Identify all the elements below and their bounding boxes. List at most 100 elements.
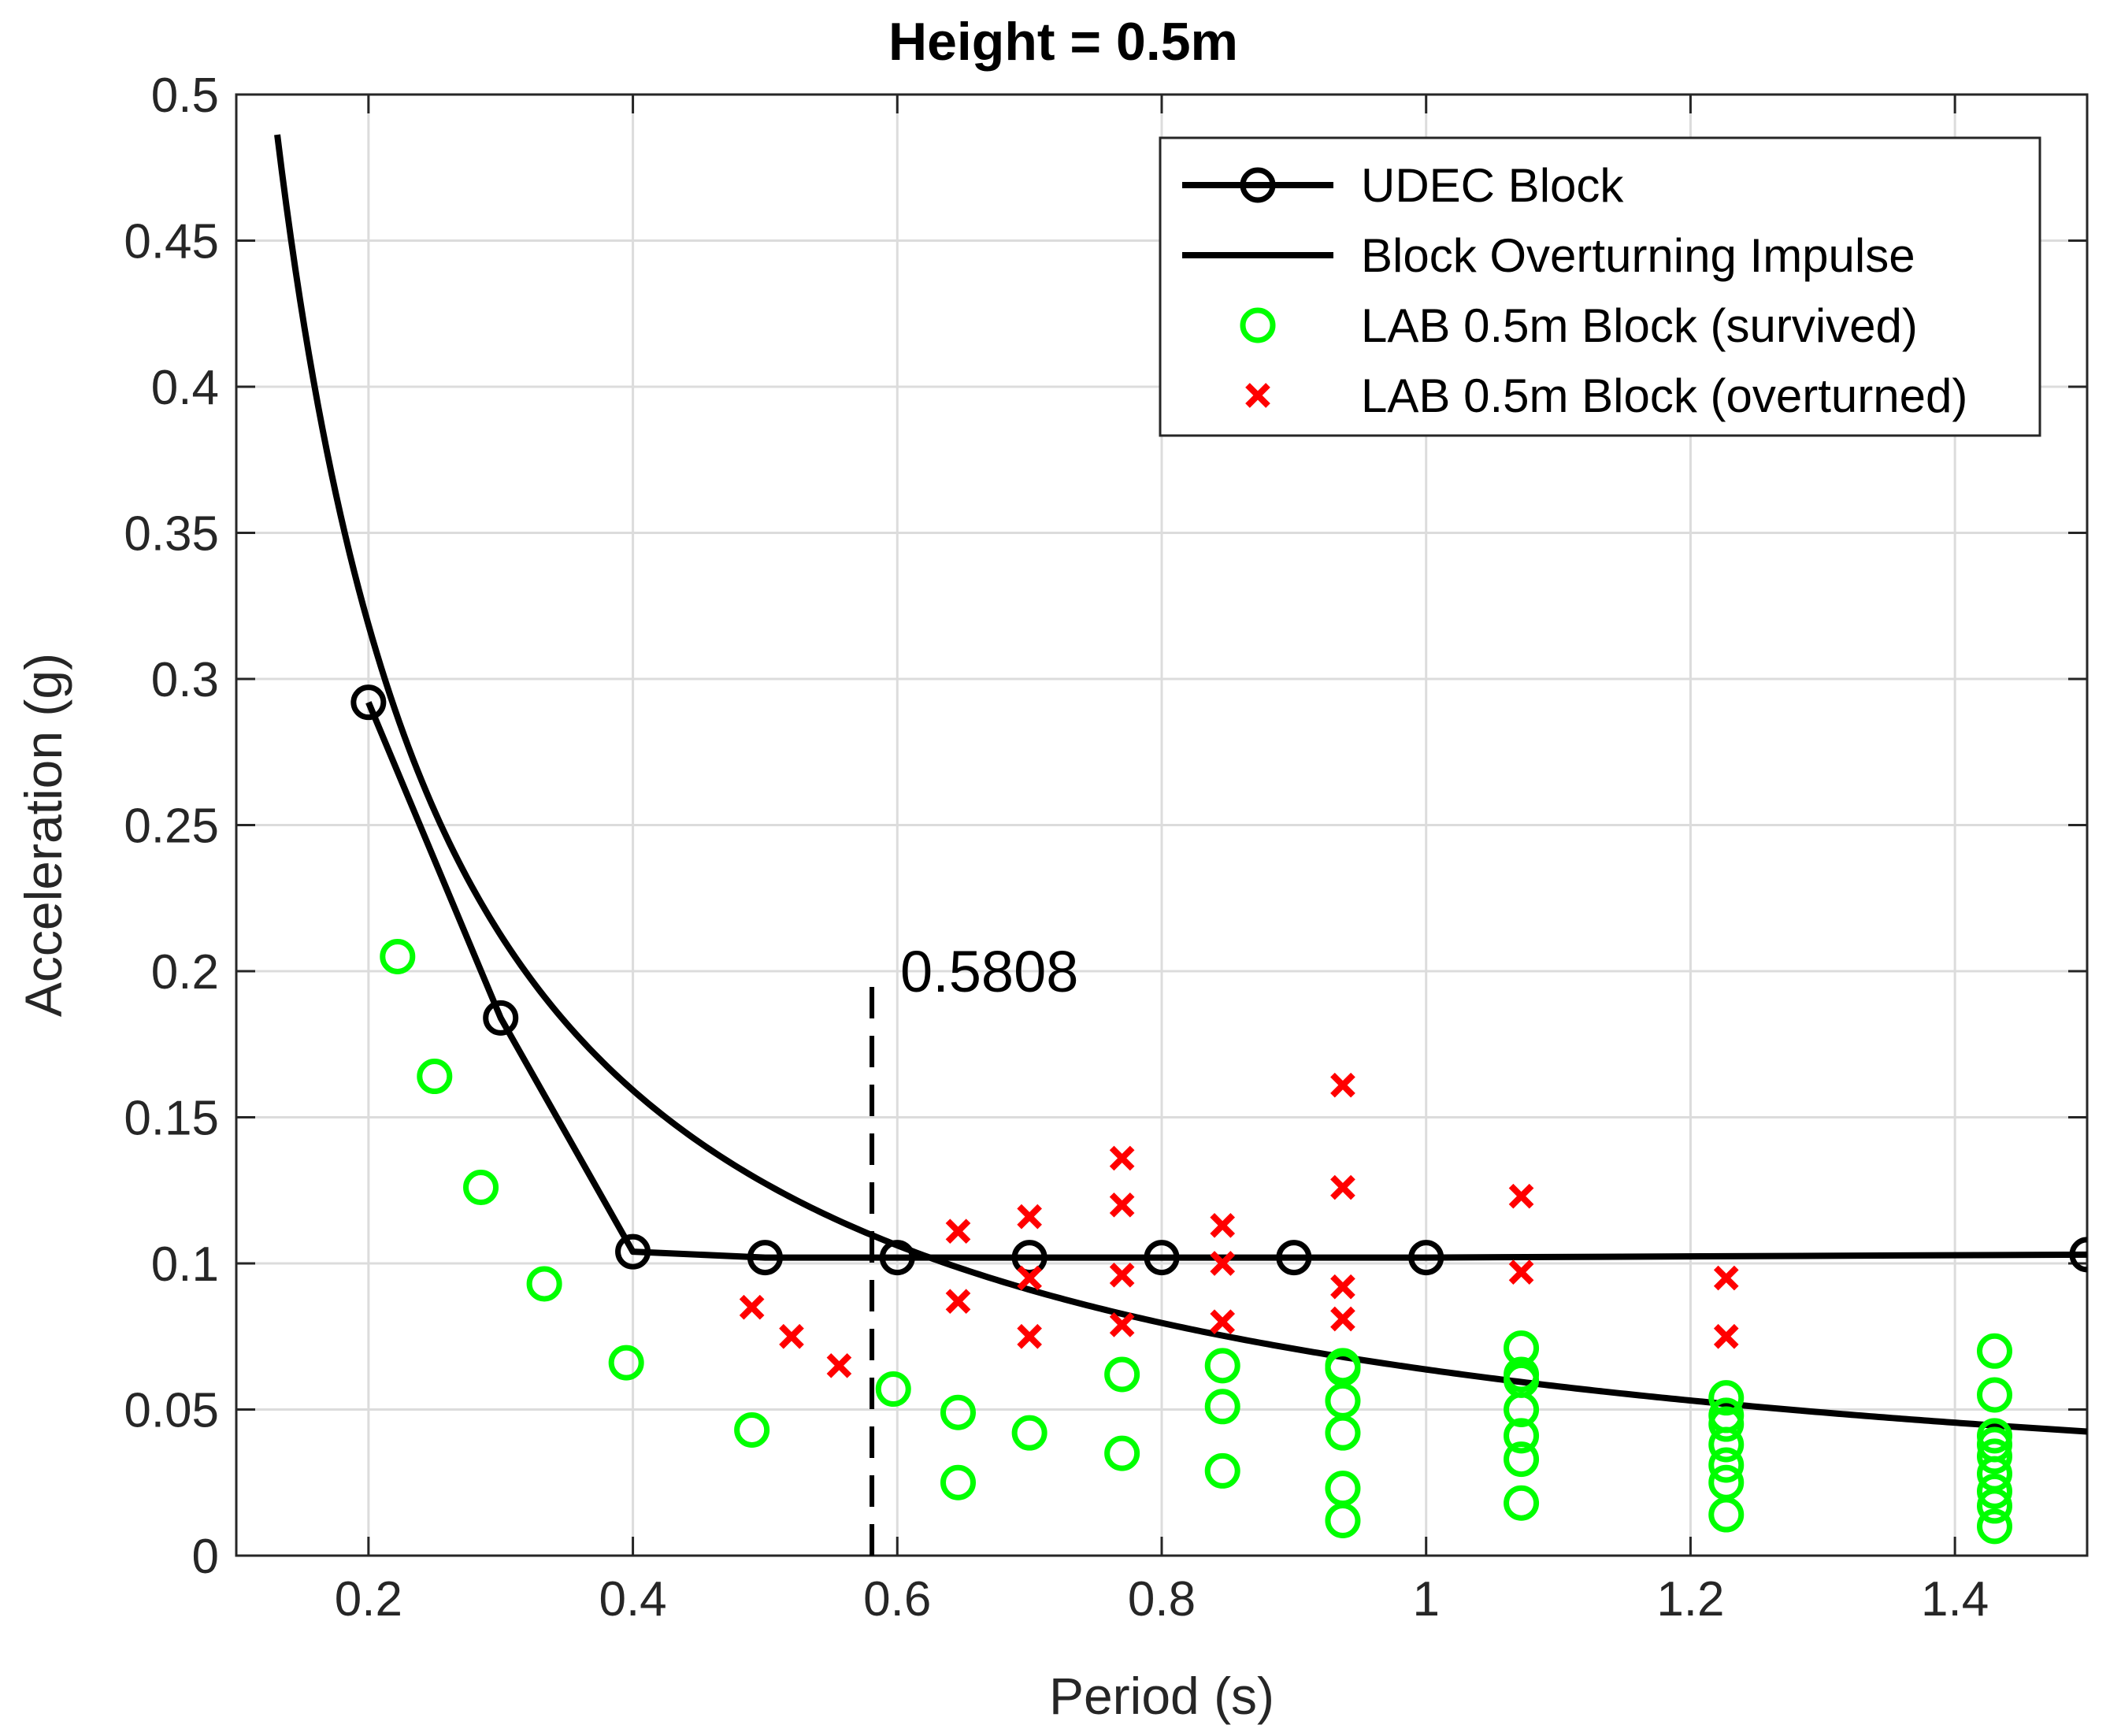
survived-point	[1977, 1426, 2012, 1463]
overturned-point-stroke-b	[1330, 1274, 1355, 1300]
overturned-point	[1330, 1306, 1355, 1332]
survived-point	[1504, 1362, 1540, 1398]
overturned-point	[1508, 1183, 1534, 1209]
overturned-point	[1330, 1072, 1355, 1098]
survived-point	[940, 1464, 976, 1500]
survived-point	[1708, 1447, 1745, 1483]
x-tick-label: 0.6	[863, 1572, 931, 1627]
overturned-point-stroke-b	[1210, 1212, 1236, 1238]
x-axis-label: Period (s)	[1049, 1667, 1274, 1725]
series-line-block-overturning-impulse	[274, 134, 2087, 1435]
overturned-point-stroke-b	[1508, 1259, 1534, 1285]
survived-point	[1977, 1508, 2012, 1545]
survived-point	[1977, 1473, 2012, 1509]
legend-marker-stroke-b	[1245, 383, 1270, 408]
overturned-point	[739, 1294, 765, 1320]
survived-point	[940, 1394, 976, 1430]
survived-point	[1504, 1418, 1540, 1454]
overturned-point	[1109, 1145, 1135, 1171]
y-tick-label: 0.1	[151, 1237, 219, 1292]
overturned-point	[1330, 1174, 1355, 1200]
overturned-point	[1017, 1265, 1042, 1291]
x-tick-label: 1.2	[1656, 1572, 1724, 1627]
legend-label: LAB 0.5m Block (overturned)	[1361, 369, 1967, 422]
overturned-point	[1330, 1274, 1355, 1300]
overturned-point-stroke-b	[1017, 1204, 1042, 1230]
y-tick-label: 0.35	[124, 507, 219, 562]
survived-point	[1325, 1502, 1361, 1538]
udec-point	[747, 1240, 783, 1276]
udec-point	[350, 684, 387, 721]
survived-point	[463, 1170, 499, 1206]
legend-label: Block Overturning Impulse	[1361, 229, 1915, 282]
overturned-point-stroke-b	[1210, 1251, 1236, 1276]
overturned-point	[779, 1323, 804, 1349]
legend-entry: UDEC Block	[1182, 159, 1624, 212]
overturned-point-stroke-b	[1330, 1072, 1355, 1098]
overturned-point	[945, 1289, 971, 1315]
udec-point	[1276, 1240, 1312, 1276]
udec-point	[483, 1000, 519, 1036]
y-tick-label: 0.45	[124, 215, 219, 269]
survived-point	[1708, 1426, 1745, 1463]
overturned-point-stroke-b	[945, 1289, 971, 1315]
overturned-point	[1713, 1323, 1739, 1349]
overturned-point-stroke-b	[1109, 1263, 1135, 1288]
overturned-point	[826, 1353, 852, 1378]
survived-point	[1708, 1406, 1745, 1442]
overturned-point-stroke-b	[1109, 1312, 1135, 1337]
series-line-udec-block	[365, 701, 2087, 1261]
survived-point	[1204, 1452, 1240, 1489]
survived-point	[1204, 1389, 1240, 1425]
axes	[235, 93, 2089, 1557]
y-tick-label: 0	[192, 1530, 219, 1584]
legend: UDEC Block Block Overturning Impulse LAB 0…	[1159, 136, 2041, 437]
survived-point	[526, 1266, 562, 1302]
survived-point	[1504, 1441, 1540, 1478]
survived-point	[1204, 1348, 1240, 1384]
overturned-point	[1508, 1259, 1534, 1285]
x-tick-label: 1	[1412, 1572, 1439, 1627]
plot-area	[274, 134, 2087, 1545]
udec-point	[1011, 1240, 1048, 1276]
annotations: 0.5808	[870, 939, 1078, 1556]
survived-point	[608, 1345, 644, 1381]
x-tick-label: 1.4	[1921, 1572, 1989, 1627]
x-tick-label: 0.2	[335, 1572, 402, 1627]
survived-point	[1977, 1333, 2012, 1369]
overturned-point-stroke-b	[1109, 1192, 1135, 1218]
overturned-point-stroke-b	[1210, 1309, 1236, 1335]
overturned-point	[1713, 1265, 1739, 1291]
survived-point	[734, 1411, 770, 1448]
overturned-point	[1017, 1323, 1042, 1349]
overturned-point	[1109, 1312, 1135, 1337]
survived-point	[1977, 1488, 2012, 1524]
overturned-point-stroke-b	[1330, 1174, 1355, 1200]
y-tick-label: 0.15	[124, 1092, 219, 1146]
legend-entry: LAB 0.5m Block (overturned)	[1245, 369, 1967, 422]
overturned-point-stroke-b	[739, 1294, 765, 1320]
overturned-point	[1109, 1192, 1135, 1218]
legend-entry: Block Overturning Impulse	[1182, 229, 1915, 282]
legend-marker	[1245, 383, 1270, 408]
udec-point	[2069, 1237, 2087, 1273]
x-tick-label: 0.4	[599, 1572, 666, 1627]
overturned-point	[1017, 1204, 1042, 1230]
legend-entry: LAB 0.5m Block (survived)	[1240, 299, 1918, 352]
annotation-label: 0.5808	[900, 939, 1078, 1004]
overturned-point-stroke-b	[945, 1219, 971, 1245]
survived-point	[1325, 1415, 1361, 1451]
y-tick-label: 0.05	[124, 1384, 219, 1438]
survived-point	[1977, 1377, 2012, 1413]
overturned-point-stroke-b	[1017, 1265, 1042, 1291]
survived-point	[875, 1371, 911, 1408]
overturned-point	[1210, 1309, 1236, 1335]
overturned-point-stroke-b	[1508, 1183, 1534, 1209]
survived-point	[417, 1059, 453, 1095]
legend-marker	[1240, 307, 1276, 343]
survived-point	[1104, 1356, 1140, 1393]
survived-point	[1504, 1485, 1540, 1521]
y-axis-label: Acceleration (g)	[14, 653, 72, 1017]
survived-point	[1104, 1435, 1140, 1471]
